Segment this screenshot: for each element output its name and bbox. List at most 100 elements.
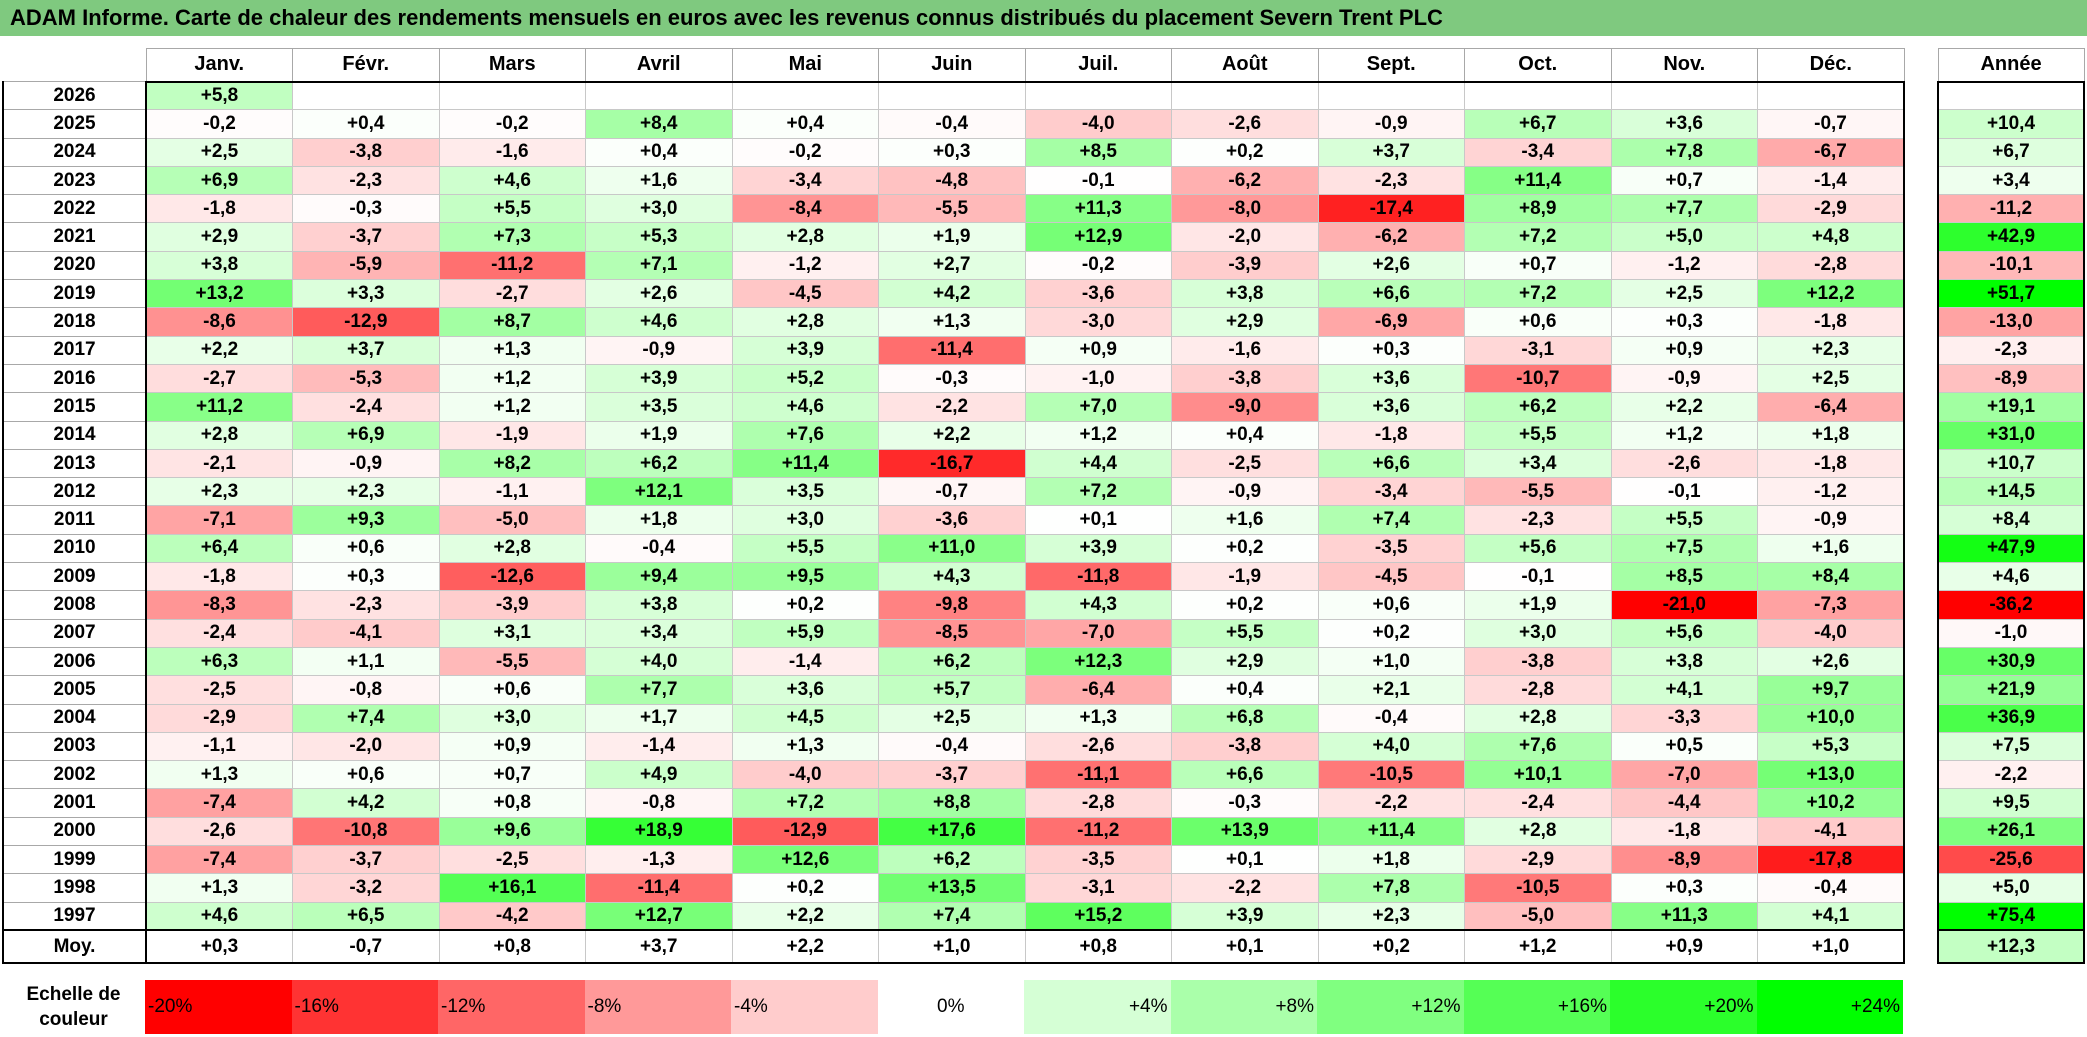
year-row: 2003 -1,1 -2,0 +0,9 -1,4 +1,3 -0,4 -2,6 -3,8 +4,0… bbox=[2, 731, 1905, 762]
heatmap-cell: -1,1 bbox=[145, 731, 293, 762]
heatmap-cell: +0,3 bbox=[878, 137, 1026, 167]
heatmap-cell: -3,4 bbox=[731, 165, 879, 196]
annual-row: +42,9 bbox=[1937, 222, 2085, 252]
heatmap-cell: +1,3 bbox=[731, 731, 879, 762]
heatmap-cell: -2,5 bbox=[438, 845, 586, 875]
heatmap-cell: +7,4 bbox=[1317, 505, 1465, 535]
heatmap-cell: -3,8 bbox=[1171, 731, 1319, 762]
heatmap-cell: +6,4 bbox=[145, 533, 293, 564]
heatmap-cell: -2,2 bbox=[1171, 873, 1319, 903]
heatmap-cell: +2,5 bbox=[1757, 363, 1905, 394]
heatmap-cell: +0,2 bbox=[1171, 137, 1319, 167]
heatmap-cell: +8,5 bbox=[1024, 137, 1172, 167]
annual-row: +21,9 bbox=[1937, 675, 2085, 705]
heatmap-cell bbox=[1757, 80, 1905, 111]
heatmap-cell: -0,7 bbox=[292, 929, 440, 965]
color-scale-swatch: -12% bbox=[438, 980, 585, 1034]
heatmap-cell: +3,9 bbox=[731, 335, 879, 365]
heatmap-cell: +3,5 bbox=[585, 392, 733, 422]
annual-cell: +31,0 bbox=[1937, 420, 2085, 450]
heatmap-cell: +3,8 bbox=[145, 250, 293, 281]
heatmap-cell: +5,5 bbox=[731, 533, 879, 564]
heatmap-cell: +9,4 bbox=[585, 562, 733, 592]
heatmap-cell: +13,0 bbox=[1757, 760, 1905, 790]
average-row: Moy. +0,3 -0,7 +0,8 +3,7 +2,2 +1,0 +0,8 +0,1 +0,2… bbox=[2, 929, 1905, 965]
heatmap-cell: -0,1 bbox=[1464, 562, 1612, 592]
heatmap-cell: +3,6 bbox=[731, 675, 879, 705]
heatmap-cell: +7,8 bbox=[1317, 873, 1465, 903]
year-row: 2021 +2,9 -3,7 +7,3 +5,3 +2,8 +1,9 +12,9 -2,0 -6,… bbox=[2, 222, 1905, 252]
month-header: Sept. bbox=[1317, 48, 1465, 83]
heatmap-cell: +7,2 bbox=[731, 788, 879, 818]
heatmap-cell bbox=[1464, 80, 1612, 111]
year-row: 2024 +2,5 -3,8 -1,6 +0,4 -0,2 +0,3 +8,5 +0,2 +3,7… bbox=[2, 137, 1905, 167]
heatmap-cell: +5,3 bbox=[585, 222, 733, 252]
annual-cell: +7,5 bbox=[1937, 731, 2085, 762]
heatmap-cell: +3,8 bbox=[1610, 646, 1758, 677]
heatmap-cell: -10,5 bbox=[1317, 760, 1465, 790]
heatmap-cell: +0,4 bbox=[1171, 675, 1319, 705]
heatmap-cell: +0,9 bbox=[1610, 929, 1758, 965]
heatmap-cell: -6,9 bbox=[1317, 307, 1465, 337]
heatmap-cell: +16,1 bbox=[438, 873, 586, 903]
heatmap-cell: +6,6 bbox=[1317, 448, 1465, 479]
heatmap-cell: -0,4 bbox=[878, 109, 1026, 139]
heatmap-cell: +4,6 bbox=[438, 165, 586, 196]
heatmap-cell: +3,0 bbox=[1464, 618, 1612, 648]
heatmap-cell: -6,7 bbox=[1757, 137, 1905, 167]
heatmap-cell: +18,9 bbox=[585, 816, 733, 847]
heatmap-cell: -8,6 bbox=[145, 307, 293, 337]
heatmap-cell: +2,8 bbox=[731, 307, 879, 337]
heatmap-cell: +6,8 bbox=[1171, 703, 1319, 733]
heatmap-cell: +6,7 bbox=[1464, 109, 1612, 139]
heatmap-cell: -2,6 bbox=[145, 816, 293, 847]
heatmap-cell: +1,0 bbox=[1317, 646, 1465, 677]
heatmap-cell: +7,0 bbox=[1024, 392, 1172, 422]
annual-average-row: +12,3 bbox=[1937, 929, 2085, 965]
heatmap-cell: -3,1 bbox=[1464, 335, 1612, 365]
heatmap-cell: +3,7 bbox=[585, 929, 733, 965]
annual-row: -2,2 bbox=[1937, 760, 2085, 790]
year-row: 2012 +2,3 +2,3 -1,1 +12,1 +3,5 -0,7 +7,2 -0,9 -3,… bbox=[2, 477, 1905, 507]
annual-row: +6,7 bbox=[1937, 137, 2085, 167]
heatmap-cell: +11,4 bbox=[1317, 816, 1465, 847]
heatmap-cell: -4,0 bbox=[731, 760, 879, 790]
year-row: 2015 +11,2 -2,4 +1,2 +3,5 +4,6 -2,2 +7,0 -9,0 +3,… bbox=[2, 392, 1905, 422]
heatmap-cell: +6,2 bbox=[878, 845, 1026, 875]
month-header: Mai bbox=[731, 48, 879, 83]
heatmap-cell: +0,1 bbox=[1024, 505, 1172, 535]
heatmap-cell: +0,8 bbox=[438, 788, 586, 818]
heatmap-cell: -0,1 bbox=[1610, 477, 1758, 507]
heatmap-cell: -7,0 bbox=[1024, 618, 1172, 648]
heatmap-cell: -2,6 bbox=[1171, 109, 1319, 139]
heatmap-cell: -3,6 bbox=[878, 505, 1026, 535]
annual-row: -36,2 bbox=[1937, 590, 2085, 620]
heatmap-cell: -11,4 bbox=[585, 873, 733, 903]
heatmap-cell: -2,8 bbox=[1464, 675, 1612, 705]
heatmap-cell: -2,5 bbox=[145, 675, 293, 705]
annual-row: +36,9 bbox=[1937, 703, 2085, 733]
heatmap-cell: +2,2 bbox=[731, 901, 879, 931]
heatmap-cell: +11,2 bbox=[145, 392, 293, 422]
heatmap-cell: -1,8 bbox=[1757, 448, 1905, 479]
heatmap-cell: +13,9 bbox=[1171, 816, 1319, 847]
heatmap-cell: +2,2 bbox=[145, 335, 293, 365]
heatmap-cell: +0,8 bbox=[438, 929, 586, 965]
month-header: Janv. bbox=[145, 48, 293, 83]
heatmap-cell: -2,9 bbox=[145, 703, 293, 733]
heatmap-cell: -3,9 bbox=[438, 590, 586, 620]
year-label: 2013 bbox=[2, 448, 147, 479]
heatmap-cell: +1,6 bbox=[1171, 505, 1319, 535]
year-label: 2025 bbox=[2, 109, 147, 139]
heatmap-cell: +2,8 bbox=[1464, 816, 1612, 847]
year-label: 2015 bbox=[2, 392, 147, 422]
month-header: Déc. bbox=[1757, 48, 1905, 83]
year-label: 2009 bbox=[2, 562, 147, 592]
heatmap-cell: +4,6 bbox=[731, 392, 879, 422]
heatmap-cell: +3,0 bbox=[731, 505, 879, 535]
year-label: 2011 bbox=[2, 505, 147, 535]
heatmap-cell: +4,6 bbox=[145, 901, 293, 931]
heatmap-cell: +0,9 bbox=[1610, 335, 1758, 365]
year-row: 2020 +3,8 -5,9 -11,2 +7,1 -1,2 +2,7 -0,2 -3,9 +2,… bbox=[2, 250, 1905, 281]
heatmap-cell: +5,9 bbox=[731, 618, 879, 648]
